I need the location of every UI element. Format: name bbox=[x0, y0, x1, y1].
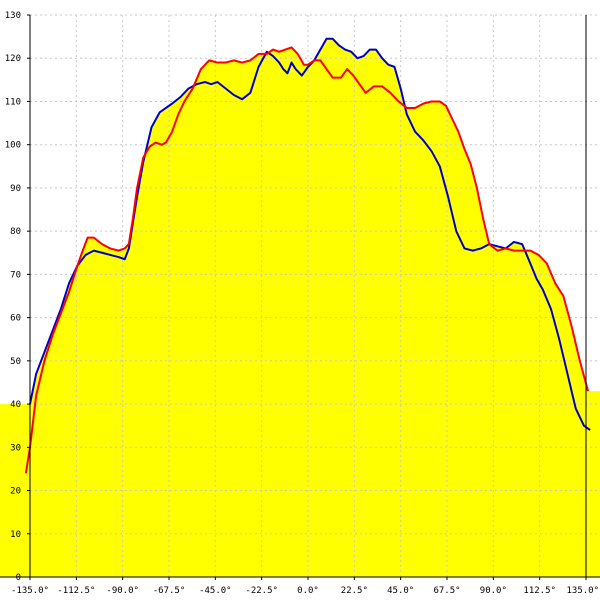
x-tick-label: 90.0° bbox=[480, 586, 507, 596]
y-tick-label: 110 bbox=[5, 97, 21, 107]
x-tick-label: -112.5° bbox=[57, 586, 95, 596]
grid-layer bbox=[30, 14, 600, 577]
x-tick-label: 67.5° bbox=[433, 586, 460, 596]
series-lines-layer bbox=[24, 37, 591, 474]
y-tick-label: 130 bbox=[5, 11, 21, 21]
y-tick-label: 60 bbox=[10, 314, 21, 324]
x-tick-label: -90.0° bbox=[106, 586, 139, 596]
area-fill bbox=[0, 38, 600, 577]
y-tick-label: 120 bbox=[5, 54, 21, 64]
y-tick-label: 10 bbox=[10, 530, 21, 540]
y-tick-label: 70 bbox=[10, 270, 21, 280]
x-tick-label: 112.5° bbox=[523, 586, 556, 596]
x-tick-label: -67.5° bbox=[153, 586, 186, 596]
area-fill-layer bbox=[0, 38, 600, 577]
y-tick-label: 20 bbox=[10, 487, 21, 497]
y-tick-label: 50 bbox=[10, 357, 21, 367]
series-line-2 bbox=[24, 46, 590, 474]
x-tick-label: 45.0° bbox=[387, 586, 414, 596]
x-tick-label: 22.5° bbox=[341, 586, 368, 596]
x-tick-label: -45.0° bbox=[199, 586, 232, 596]
x-tick-label: -135.0° bbox=[11, 586, 49, 596]
x-tick-label: 135.0° bbox=[566, 586, 599, 596]
x-tick-label: 0.0° bbox=[297, 586, 319, 596]
tick-labels-layer: 0 10 20 30 40 50 60 70 80 90 100 110 120 130 -135.0° -1… bbox=[5, 11, 599, 596]
y-tick-label: 100 bbox=[5, 141, 21, 151]
axes-layer bbox=[0, 14, 600, 580]
x-tick-label: -22.5° bbox=[245, 586, 278, 596]
y-tick-label: 0 bbox=[16, 573, 21, 583]
y-tick-label: 90 bbox=[10, 184, 21, 194]
y-tick-label: 80 bbox=[10, 227, 21, 237]
y-tick-label: 40 bbox=[10, 400, 21, 410]
y-tick-label: 30 bbox=[10, 443, 21, 453]
